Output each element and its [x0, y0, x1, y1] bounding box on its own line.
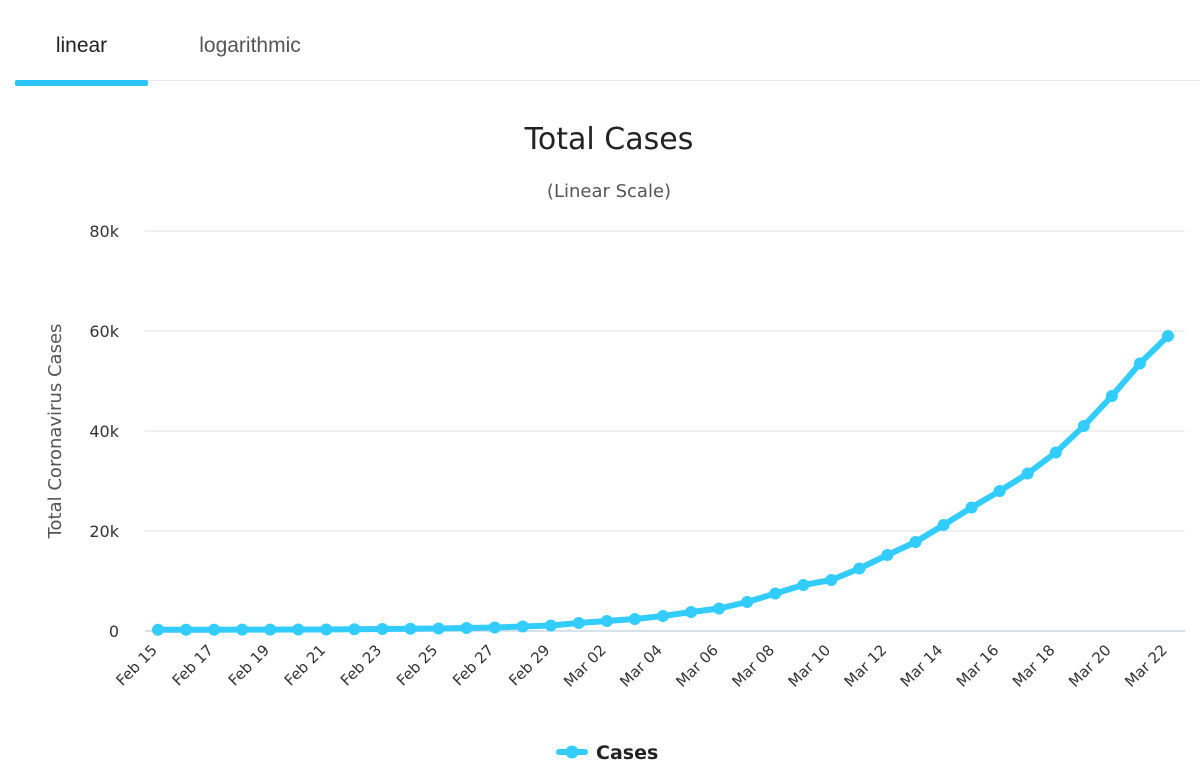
y-tick-label: 60k — [89, 322, 119, 341]
data-point[interactable] — [628, 613, 641, 625]
x-tick-label: Mar 18 — [1009, 641, 1059, 691]
data-point[interactable] — [376, 623, 389, 635]
y-tick-label: 20k — [89, 522, 119, 541]
data-point[interactable] — [797, 579, 810, 591]
legend-label-cases: Cases — [596, 742, 658, 764]
x-tick-label: Mar 22 — [1121, 641, 1171, 691]
data-point[interactable] — [909, 536, 922, 548]
x-tick-label: Feb 27 — [449, 641, 497, 689]
x-tick-label: Feb 23 — [337, 641, 385, 689]
y-axis-label: Total Coronavirus Cases — [45, 324, 66, 540]
data-point[interactable] — [264, 623, 277, 636]
data-point[interactable] — [1077, 420, 1090, 432]
data-point[interactable] — [236, 623, 249, 636]
legend[interactable]: Cases — [556, 742, 658, 764]
data-point[interactable] — [208, 623, 221, 636]
data-point[interactable] — [180, 623, 193, 636]
tab-linear[interactable]: linear — [55, 34, 108, 57]
x-tick-label: Mar 16 — [953, 641, 1003, 691]
tab-logarithmic[interactable]: logarithmic — [199, 34, 301, 57]
data-point[interactable] — [685, 606, 698, 618]
y-tick-label: 0 — [109, 622, 119, 641]
series-line — [155, 333, 1171, 633]
legend-marker — [565, 745, 579, 759]
data-point[interactable] — [1049, 446, 1062, 459]
data-point[interactable] — [152, 623, 164, 636]
data-point[interactable] — [713, 602, 726, 615]
data-point[interactable] — [825, 574, 838, 586]
x-tick-label: Feb 25 — [393, 641, 441, 689]
data-point[interactable] — [993, 485, 1006, 497]
data-point[interactable] — [404, 622, 417, 635]
x-tick-label: Feb 19 — [225, 641, 273, 689]
x-tick-label: Mar 14 — [897, 641, 947, 691]
x-tick-label: Mar 06 — [672, 641, 722, 691]
data-point[interactable] — [488, 621, 501, 634]
data-point[interactable] — [741, 596, 754, 608]
x-tick-label: Feb 17 — [169, 641, 217, 689]
x-tick-label: Feb 15 — [112, 641, 160, 689]
data-point[interactable] — [1105, 390, 1118, 402]
data-point[interactable] — [657, 610, 669, 622]
y-tick-label: 40k — [89, 422, 119, 441]
x-tick-label: Mar 02 — [560, 641, 610, 691]
data-point[interactable] — [1162, 330, 1174, 342]
data-point[interactable] — [348, 623, 361, 636]
data-point[interactable] — [1133, 357, 1146, 370]
data-point[interactable] — [600, 615, 613, 627]
x-tick-label: Mar 12 — [841, 641, 891, 691]
chart-subtitle: (Linear Scale) — [547, 181, 671, 202]
y-tick-label: 80k — [89, 222, 119, 241]
x-axis-ticks: Feb 15 Feb 17 Feb 19 Feb 21 Feb 23 Feb 25 Feb … — [112, 641, 1170, 691]
chart-title: Total Cases — [524, 122, 694, 157]
data-point[interactable] — [965, 501, 978, 514]
data-point[interactable] — [432, 622, 445, 635]
tabs-divider — [15, 80, 1200, 81]
data-point[interactable] — [881, 549, 894, 561]
y-axis-ticks: 0 20k 40k 60k 80k — [89, 222, 119, 641]
data-point[interactable] — [853, 562, 866, 575]
data-point[interactable] — [544, 619, 557, 632]
data-point[interactable] — [1021, 467, 1034, 480]
chart-scale-tabs: linear logarithmic — [0, 0, 1200, 86]
data-point[interactable] — [292, 623, 305, 636]
series-cases — [152, 330, 1174, 636]
x-tick-label: Mar 20 — [1065, 641, 1115, 691]
x-tick-label: Mar 04 — [616, 641, 666, 691]
x-tick-label: Mar 08 — [728, 641, 778, 691]
x-tick-label: Feb 29 — [505, 641, 553, 689]
x-tick-label: Mar 10 — [785, 641, 835, 691]
data-point[interactable] — [516, 620, 529, 633]
data-point[interactable] — [937, 519, 950, 531]
gridlines — [145, 230, 1185, 632]
data-point[interactable] — [769, 587, 782, 600]
data-point[interactable] — [320, 623, 333, 636]
data-point[interactable] — [460, 622, 473, 634]
x-tick-label: Feb 21 — [281, 641, 329, 689]
data-point[interactable] — [572, 617, 585, 629]
active-tab-indicator — [15, 80, 148, 86]
